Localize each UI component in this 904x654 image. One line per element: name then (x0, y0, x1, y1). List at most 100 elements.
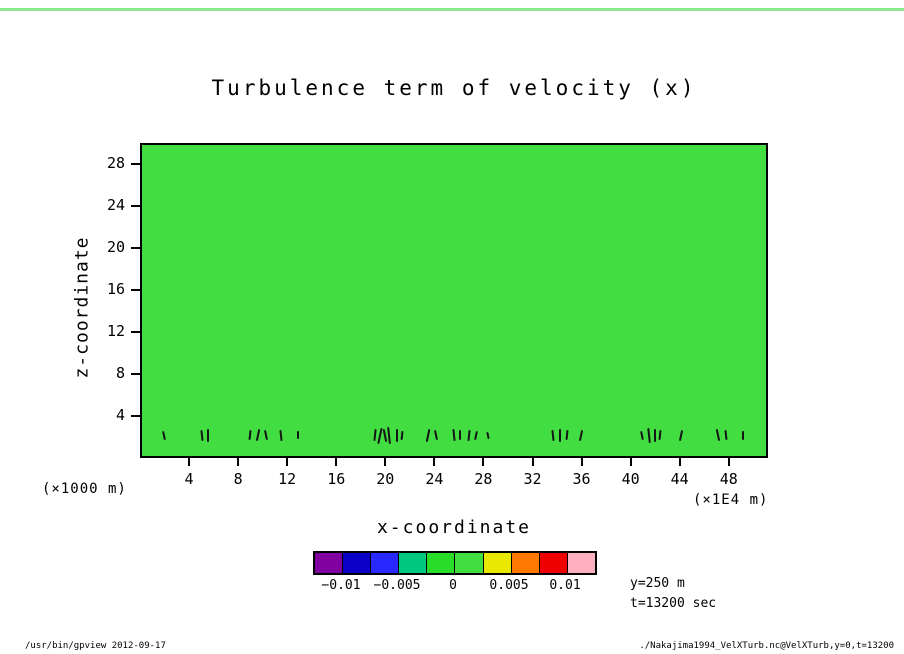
disturbance-mark (387, 426, 392, 444)
disturbance-mark (433, 429, 438, 441)
y-tick-mark (131, 415, 140, 417)
colorbar-swatch (539, 553, 568, 573)
y-tick-label: 24 (106, 196, 125, 214)
disturbance-mark (459, 430, 462, 441)
colorbar (313, 551, 597, 575)
y-tick-label: 28 (106, 154, 125, 172)
colorbar-swatch (399, 553, 428, 573)
x-tick-label: 32 (523, 470, 542, 488)
x-tick-mark (286, 458, 289, 466)
x-tick-mark (188, 458, 191, 466)
colorbar-swatch (483, 553, 512, 573)
disturbance-mark (279, 429, 283, 442)
slice-annotations: y=250 m t=13200 sec (630, 574, 716, 614)
disturbance-mark (426, 428, 431, 443)
x-tick-mark (482, 458, 485, 466)
x-tick-mark (335, 458, 338, 466)
colorbar-swatch (343, 553, 372, 573)
disturbance-mark (578, 429, 583, 442)
x-tick-label: 16 (327, 470, 346, 488)
disturbance-mark (639, 430, 644, 441)
disturbance-mark (559, 428, 562, 443)
disturbance-mark (264, 429, 269, 441)
y-tick-mark (131, 163, 140, 165)
disturbance-mark (473, 430, 478, 441)
x-tick-label: 48 (719, 470, 738, 488)
y-tick-mark (131, 331, 140, 333)
disturbance-mark (724, 430, 728, 441)
colorbar-swatch (427, 553, 456, 573)
disturbance-mark (255, 428, 261, 442)
disturbance-mark (377, 427, 383, 444)
disturbance-mark (452, 428, 456, 442)
disturbance-mark (486, 431, 490, 440)
x-tick-mark (531, 458, 534, 466)
disturbance-mark (248, 430, 253, 441)
disturbance-mark (161, 430, 166, 441)
x-tick-label: 24 (425, 470, 444, 488)
disturbance-mark (395, 429, 398, 442)
x-tick-label: 12 (278, 470, 297, 488)
x-tick-label: 20 (376, 470, 395, 488)
disturbance-mark (400, 430, 404, 441)
disturbance-mark (716, 428, 721, 442)
y-tick-label: 16 (106, 280, 125, 298)
colorbar-tick-label: −0.01 (321, 578, 361, 593)
colorbar-tick-label: −0.005 (373, 578, 421, 593)
disturbance-mark (467, 429, 471, 442)
y-tick-label: 20 (106, 238, 125, 256)
disturbance-mark (678, 429, 683, 442)
x-tick-mark (727, 458, 730, 466)
footer-command: /usr/bin/gpview 2012-09-17 (25, 641, 166, 651)
top-border-line (0, 8, 904, 11)
colorbar-tick-label: 0.005 (489, 578, 529, 593)
x-tick-mark (384, 458, 387, 466)
disturbance-mark (647, 427, 651, 443)
x-tick-mark (237, 458, 240, 466)
x-tick-label: 4 (184, 470, 194, 488)
disturbance-mark (297, 431, 299, 440)
disturbance-mark (551, 429, 555, 442)
x-tick-label: 40 (621, 470, 640, 488)
colorbar-swatch (511, 553, 540, 573)
x-tick-mark (629, 458, 632, 466)
disturbance-mark (382, 428, 387, 443)
y-axis-unit: (×1000 m) (42, 481, 127, 497)
colorbar-swatch (455, 553, 484, 573)
colorbar-swatch (567, 553, 595, 573)
x-tick-label: 8 (233, 470, 243, 488)
slice-y-annotation: y=250 m (630, 576, 685, 591)
disturbance-mark (741, 430, 744, 440)
y-tick-mark (131, 373, 140, 375)
x-tick-mark (678, 458, 681, 466)
disturbance-mark (654, 429, 657, 442)
colorbar-labels: −0.01 −0.005 0 0.005 0.01 (313, 578, 593, 594)
x-tick-label: 36 (572, 470, 591, 488)
disturbance-mark (658, 430, 662, 441)
chart-title: Turbulence term of velocity (x) (211, 76, 697, 100)
x-tick-mark (433, 458, 436, 466)
x-tick-label: 28 (474, 470, 493, 488)
colorbar-swatch (371, 553, 400, 573)
x-tick-mark (580, 458, 583, 466)
slice-t-annotation: t=13200 sec (630, 596, 717, 611)
x-tick-label: 44 (670, 470, 689, 488)
y-tick-label: 8 (115, 364, 125, 382)
y-tick-label: 12 (106, 322, 125, 340)
y-tick-label: 4 (115, 406, 125, 424)
y-tick-mark (131, 289, 140, 291)
disturbance-mark (373, 428, 377, 442)
colorbar-swatch (315, 553, 344, 573)
x-axis-label: x-coordinate (376, 517, 532, 538)
colorbar-tick-label: 0.01 (549, 578, 581, 593)
disturbance-mark (200, 429, 204, 442)
x-axis-unit: (×1E4 m) (693, 492, 769, 508)
colorbar-tick-label: 0 (449, 578, 457, 593)
y-tick-mark (131, 205, 140, 207)
y-tick-mark (131, 247, 140, 249)
disturbance-mark (206, 428, 209, 443)
footer-datafile: ./Nakajima1994_VelXTurb.nc@VelXTurb,y=0,… (639, 641, 894, 651)
plot-area (140, 143, 768, 458)
disturbance-mark (565, 430, 569, 441)
